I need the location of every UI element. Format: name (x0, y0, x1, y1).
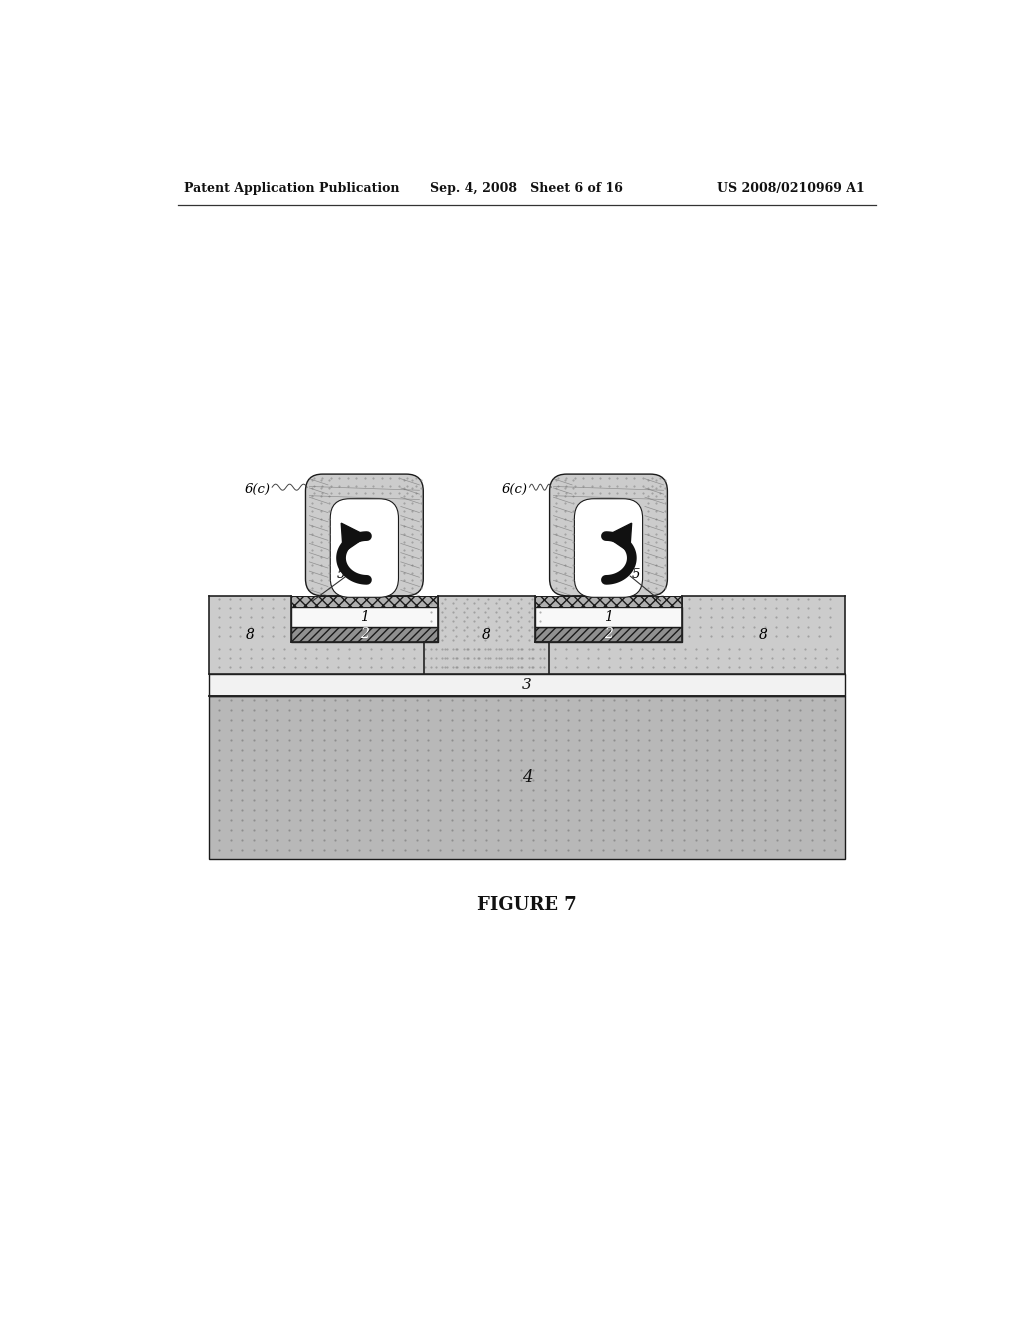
Text: 2: 2 (604, 627, 613, 642)
Text: Patent Application Publication: Patent Application Publication (183, 182, 399, 194)
Text: 1: 1 (604, 610, 613, 623)
Text: Sep. 4, 2008   Sheet 6 of 16: Sep. 4, 2008 Sheet 6 of 16 (430, 182, 624, 194)
Text: US 2008/0210969 A1: US 2008/0210969 A1 (717, 182, 864, 194)
FancyBboxPatch shape (550, 474, 668, 595)
FancyBboxPatch shape (574, 499, 643, 598)
Bar (291, 595, 438, 607)
Text: 5: 5 (632, 568, 640, 581)
Bar (535, 607, 682, 627)
Text: 5: 5 (337, 568, 345, 581)
Bar (424, 595, 549, 675)
Bar (209, 696, 845, 859)
Text: 4: 4 (522, 770, 532, 785)
Bar (209, 675, 845, 696)
Polygon shape (341, 523, 367, 552)
Bar (438, 595, 535, 642)
Text: 8: 8 (759, 628, 768, 642)
FancyBboxPatch shape (331, 499, 398, 598)
Bar (291, 607, 438, 627)
Text: 8: 8 (246, 628, 255, 642)
Text: 8: 8 (482, 628, 490, 642)
Text: 3: 3 (522, 678, 532, 692)
Bar (209, 642, 845, 675)
Text: 2: 2 (360, 627, 369, 642)
Bar (291, 627, 438, 642)
Polygon shape (606, 523, 632, 552)
Bar (438, 642, 535, 675)
Text: 6(c): 6(c) (502, 483, 528, 496)
Bar (209, 595, 291, 642)
Text: 1: 1 (360, 610, 369, 623)
Bar (535, 595, 682, 607)
Text: FIGURE 7: FIGURE 7 (477, 896, 577, 915)
FancyBboxPatch shape (305, 474, 423, 595)
Bar (682, 595, 845, 642)
Text: 6(c): 6(c) (245, 483, 270, 496)
Bar (535, 627, 682, 642)
